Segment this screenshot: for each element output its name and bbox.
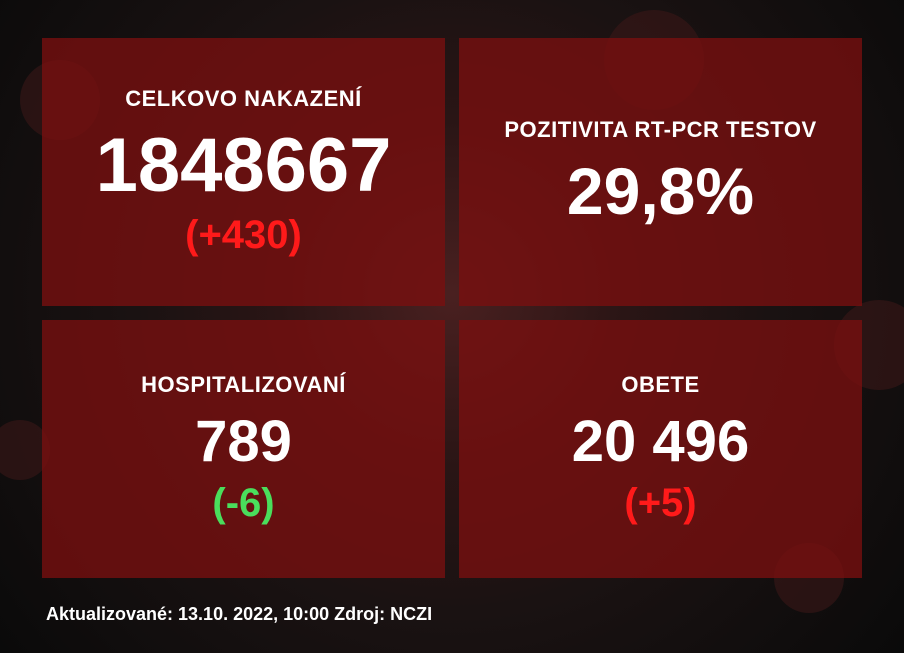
footer-updated-text: Aktualizované: 13.10. 2022, 10:00 Zdroj:… [42,604,862,625]
deaths-label: OBETE [621,372,699,398]
card-positivity: POZITIVITA RT-PCR TESTOV 29,8% [459,38,862,306]
deaths-value: 20 496 [572,412,749,473]
infected-value: 1848667 [96,126,392,206]
card-deaths: OBETE 20 496 (+5) [459,320,862,578]
infected-label: CELKOVO NAKAZENÍ [125,86,362,112]
infected-delta: (+430) [185,213,302,258]
positivity-value: 29,8% [567,157,754,226]
card-hospitalized: HOSPITALIZOVANÍ 789 (-6) [42,320,445,578]
dashboard-container: CELKOVO NAKAZENÍ 1848667 (+430) POZITIVI… [0,0,904,653]
hospitalized-label: HOSPITALIZOVANÍ [141,372,346,398]
hospitalized-delta: (-6) [212,481,274,526]
stats-grid: CELKOVO NAKAZENÍ 1848667 (+430) POZITIVI… [42,38,862,578]
positivity-label: POZITIVITA RT-PCR TESTOV [504,117,816,143]
hospitalized-value: 789 [195,412,292,473]
card-infected: CELKOVO NAKAZENÍ 1848667 (+430) [42,38,445,306]
deaths-delta: (+5) [624,481,696,526]
